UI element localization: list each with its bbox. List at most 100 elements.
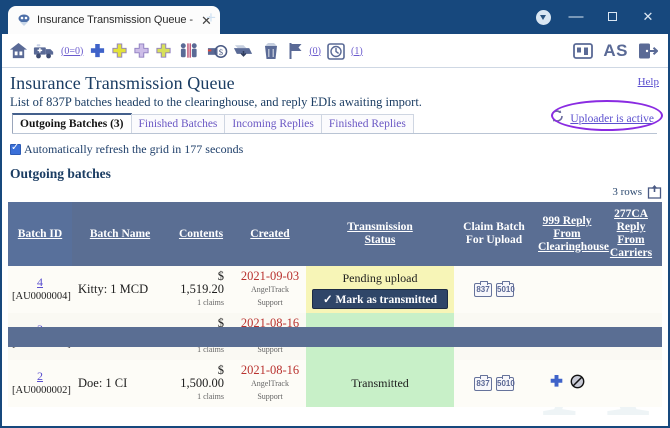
- cell-batch-id[interactable]: 4 [AU0000004]: [8, 266, 72, 313]
- add-green-cross-icon[interactable]: [155, 38, 172, 64]
- cell-created: 2021-09-03 AngelTrack Support: [234, 266, 306, 313]
- table-footer-bar: [8, 327, 662, 347]
- minimize-button[interactable]: —: [568, 8, 584, 25]
- no-entry-icon[interactable]: [570, 374, 585, 393]
- cell-277-reply: [600, 266, 662, 313]
- cell-batch-name: Kitty: 1 MCD: [72, 266, 168, 313]
- contents-amount: $ 1,500.00: [180, 363, 224, 390]
- contents-claims: 1 claims: [197, 298, 224, 307]
- window-controls: — ✕: [558, 4, 666, 30]
- col-contents[interactable]: Contents: [168, 202, 234, 266]
- clock-icon[interactable]: [327, 38, 345, 64]
- created-by: AngelTrack Support: [251, 285, 289, 307]
- app-favicon: [17, 13, 31, 27]
- created-date: 2021-08-16: [240, 316, 300, 330]
- clock-count-link[interactable]: (1): [350, 45, 363, 57]
- contents-claims: 1 claims: [197, 392, 224, 401]
- col-batch-id[interactable]: Batch ID: [8, 202, 72, 266]
- queue-tabs: Outgoing Batches (3) Finished Batches In…: [12, 113, 657, 134]
- created-date: 2021-09-03: [240, 269, 300, 283]
- app-toolbar: (0=0): [2, 34, 668, 68]
- cell-batch-name: Doe: 1 CI: [72, 360, 168, 407]
- cell-999-reply: [534, 266, 600, 313]
- page-body: A ✶ Insurance Transmission Queue List of…: [2, 68, 668, 426]
- new-tab-button[interactable]: +: [206, 8, 216, 27]
- created-date: 2021-08-16: [240, 363, 300, 377]
- created-by: AngelTrack Support: [251, 379, 289, 401]
- cell-created: 2021-08-16 AngelTrack Support: [234, 360, 306, 407]
- auto-refresh-checkbox[interactable]: [10, 142, 21, 155]
- tab-outgoing-batches[interactable]: Outgoing Batches (3): [12, 113, 132, 133]
- cell-contents: $ 1,519.20 1 claims: [168, 266, 234, 313]
- patient-count-link[interactable]: (0=0): [61, 45, 84, 57]
- tab-incoming-replies[interactable]: Incoming Replies: [224, 114, 322, 133]
- badge-5010-icon[interactable]: 5010: [496, 280, 515, 298]
- cell-transmission-status: Pending upload ✓ Mark as transmitted: [306, 266, 454, 313]
- export-icon[interactable]: [647, 184, 662, 204]
- tab-finished-batches[interactable]: Finished Batches: [130, 114, 226, 133]
- help-link[interactable]: Help: [637, 76, 659, 88]
- batch-id-link[interactable]: 2: [37, 369, 43, 383]
- profile-avatar[interactable]: [536, 10, 551, 25]
- table-row[interactable]: 2 [AU0000002] Doe: 1 CI $ 1,500.00 1 cla…: [8, 360, 662, 407]
- section-heading: Outgoing batches: [10, 166, 111, 181]
- batches-table: Batch ID Batch Name Contents Created Tra…: [8, 202, 662, 407]
- table-header-row: Batch ID Batch Name Contents Created Tra…: [8, 202, 662, 266]
- col-transmission-status[interactable]: Transmission Status: [306, 202, 454, 266]
- ambulance-icon[interactable]: [33, 38, 55, 64]
- browser-tab[interactable]: Insurance Transmission Queue - ✕: [8, 6, 220, 34]
- svg-text:$: $: [219, 47, 224, 57]
- status-text: Pending upload: [342, 270, 418, 285]
- home-icon[interactable]: [9, 38, 28, 64]
- contents-amount: $ 1,519.20: [180, 269, 224, 296]
- badge-837-icon[interactable]: 837: [474, 374, 492, 392]
- toolbar-right-group: AS: [573, 36, 658, 66]
- col-claim-batch-for-upload: Claim Batch For Upload: [454, 202, 534, 266]
- page-subtitle: List of 837P batches headed to the clear…: [10, 95, 422, 109]
- window-border-right: [668, 34, 670, 428]
- close-window-button[interactable]: ✕: [642, 9, 654, 24]
- maximize-button[interactable]: [594, 4, 630, 30]
- batch-code: [AU0000002]: [12, 385, 71, 396]
- col-created[interactable]: Created: [234, 202, 306, 266]
- toolbar-left-group: (0=0): [9, 36, 364, 66]
- add-purple-cross-icon[interactable]: [133, 38, 150, 64]
- tab-finished-replies[interactable]: Finished Replies: [320, 114, 414, 133]
- row-count-label: 3 rows: [612, 186, 642, 198]
- crew-icon[interactable]: [179, 38, 199, 64]
- col-277ca-reply[interactable]: 277CA Reply From Carriers: [600, 202, 662, 266]
- cell-batch-id[interactable]: 2 [AU0000002]: [8, 360, 72, 407]
- col-batch-name[interactable]: Batch Name: [72, 202, 168, 266]
- table-row[interactable]: 4 [AU0000004] Kitty: 1 MCD $ 1,519.20 1 …: [8, 266, 662, 313]
- flag-count-link[interactable]: (0): [309, 45, 321, 57]
- col-999-reply[interactable]: 999 Reply From Clearinghouse: [534, 202, 609, 266]
- flag-icon[interactable]: [288, 38, 303, 64]
- badge-837-icon[interactable]: 837: [474, 280, 492, 298]
- mark-as-transmitted-button[interactable]: ✓ Mark as transmitted: [311, 288, 449, 309]
- plus-icon[interactable]: [549, 374, 564, 393]
- status-text: Transmitted: [351, 376, 409, 390]
- auto-refresh-row[interactable]: Automatically refresh the grid in 177 se…: [10, 142, 243, 157]
- add-yellow-cross-icon[interactable]: [111, 38, 128, 64]
- import-icon[interactable]: [233, 38, 254, 64]
- batch-code: [AU0000004]: [12, 291, 71, 302]
- browser-tabstrip: Insurance Transmission Queue - ✕: [8, 4, 220, 34]
- billing-money-icon[interactable]: $: [207, 38, 228, 64]
- browser-titlebar: Insurance Transmission Queue - ✕ + — ✕: [0, 0, 670, 34]
- trash-icon[interactable]: [263, 38, 279, 64]
- add-blue-cross-icon[interactable]: [89, 38, 106, 64]
- badge-5010-icon[interactable]: 5010: [496, 374, 515, 392]
- contents-claims: 1 claims: [197, 345, 224, 354]
- logout-icon[interactable]: [638, 38, 658, 64]
- facility-icon[interactable]: [573, 38, 594, 64]
- page-title: Insurance Transmission Queue: [10, 73, 235, 93]
- annotation-ellipse: [551, 100, 663, 131]
- batch-id-link[interactable]: 4: [37, 275, 43, 289]
- as-logo: AS: [603, 41, 628, 60]
- cell-277-reply: [600, 360, 662, 407]
- cell-999-reply: [534, 360, 600, 407]
- close-tab-icon[interactable]: ✕: [200, 12, 212, 28]
